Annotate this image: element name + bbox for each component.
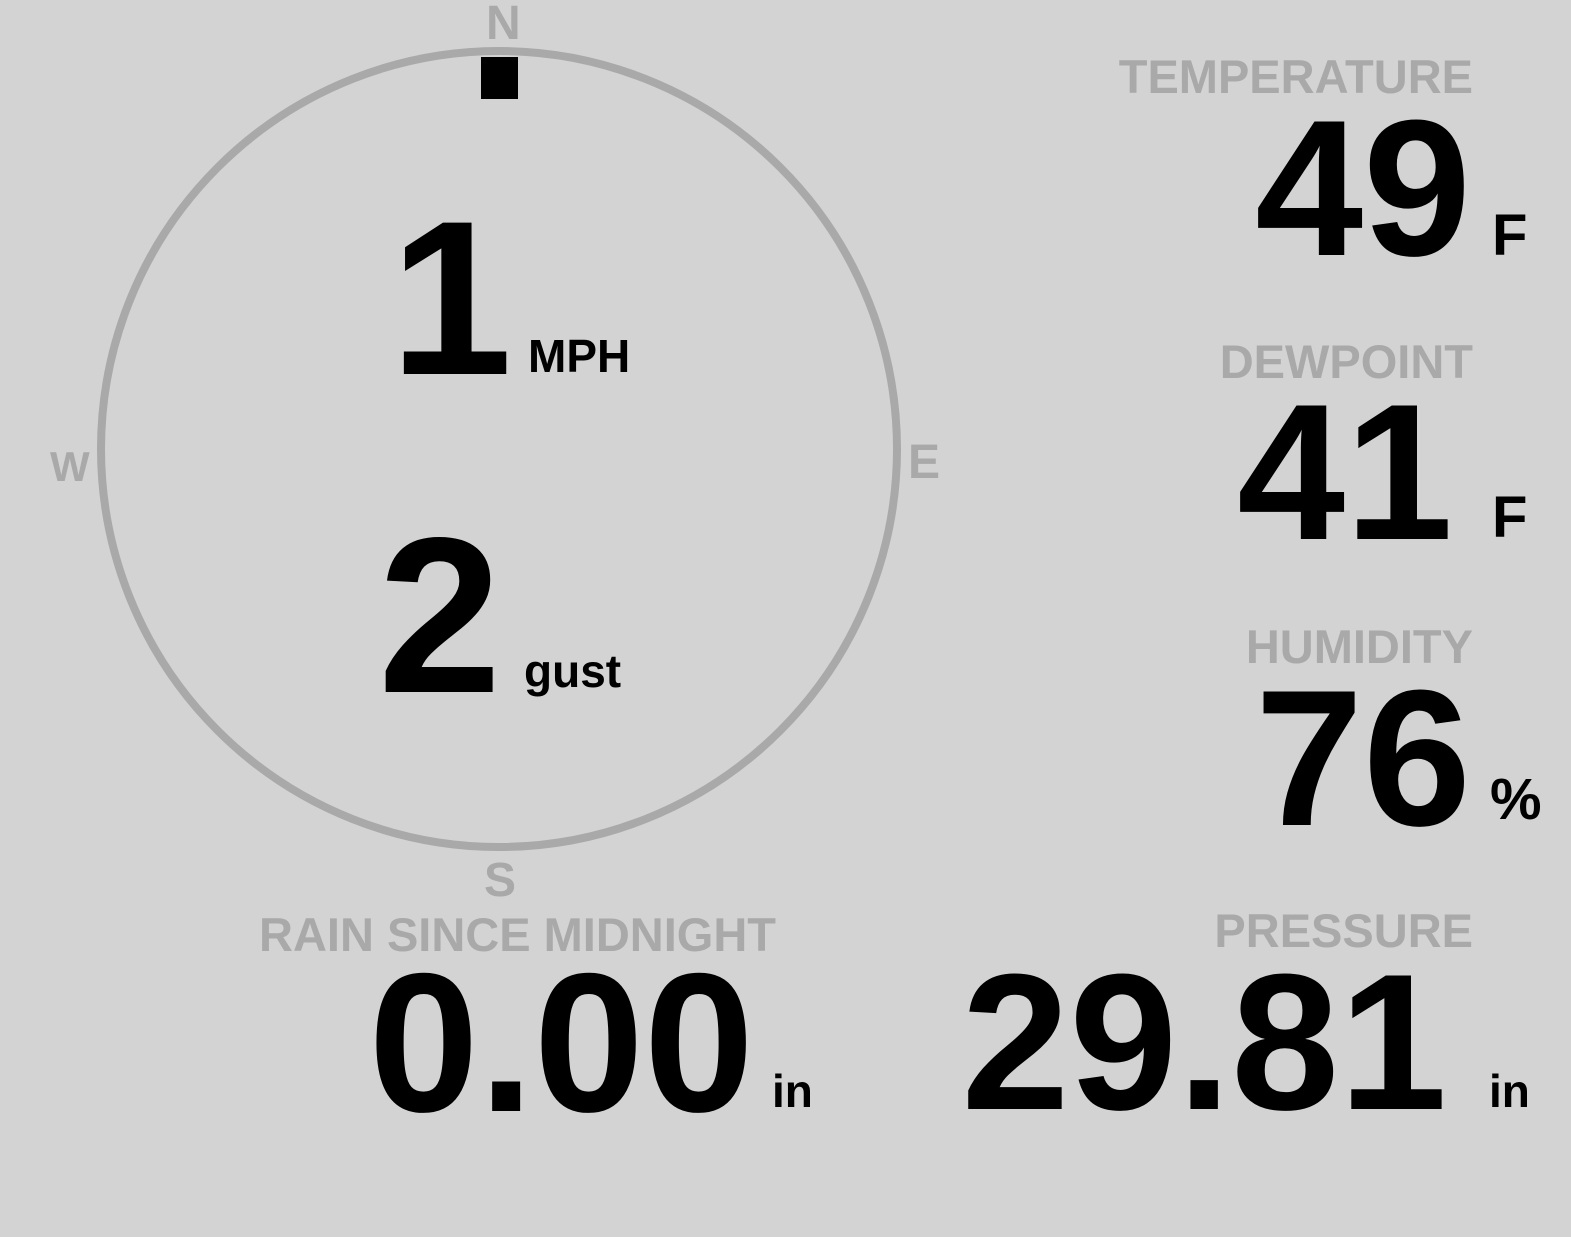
temperature-label: TEMPERATURE [1118, 50, 1473, 103]
rain-value: 0.00 [368, 932, 754, 1153]
compass-north-label: N [486, 0, 521, 50]
dewpoint-label: DEWPOINT [1219, 335, 1473, 388]
dewpoint-value: 41 [1237, 364, 1453, 581]
wind-speed-unit: MPH [528, 330, 631, 382]
compass-ring [97, 47, 901, 851]
pressure-label: PRESSURE [1214, 904, 1473, 957]
humidity-label: HUMIDITY [1245, 620, 1473, 673]
humidity-unit: % [1490, 767, 1542, 832]
gust-value: 2 [378, 492, 502, 740]
dewpoint-unit: F [1492, 485, 1528, 550]
compass-south-label: S [484, 854, 517, 907]
rain-unit: in [772, 1065, 813, 1117]
temperature-value: 49 [1255, 80, 1471, 297]
wind-direction-marker [481, 57, 518, 99]
wind-speed-value: 1 [390, 175, 513, 421]
rain-label: RAIN SINCE MIDNIGHT [259, 908, 776, 961]
gust-label: gust [524, 645, 622, 697]
compass-west-label: W [50, 443, 90, 490]
temperature-unit: F [1492, 203, 1528, 268]
pressure-value: 29.81 [961, 934, 1447, 1151]
compass-east-label: E [908, 436, 941, 489]
pressure-unit: in [1489, 1065, 1530, 1117]
humidity-value: 76 [1255, 650, 1471, 867]
